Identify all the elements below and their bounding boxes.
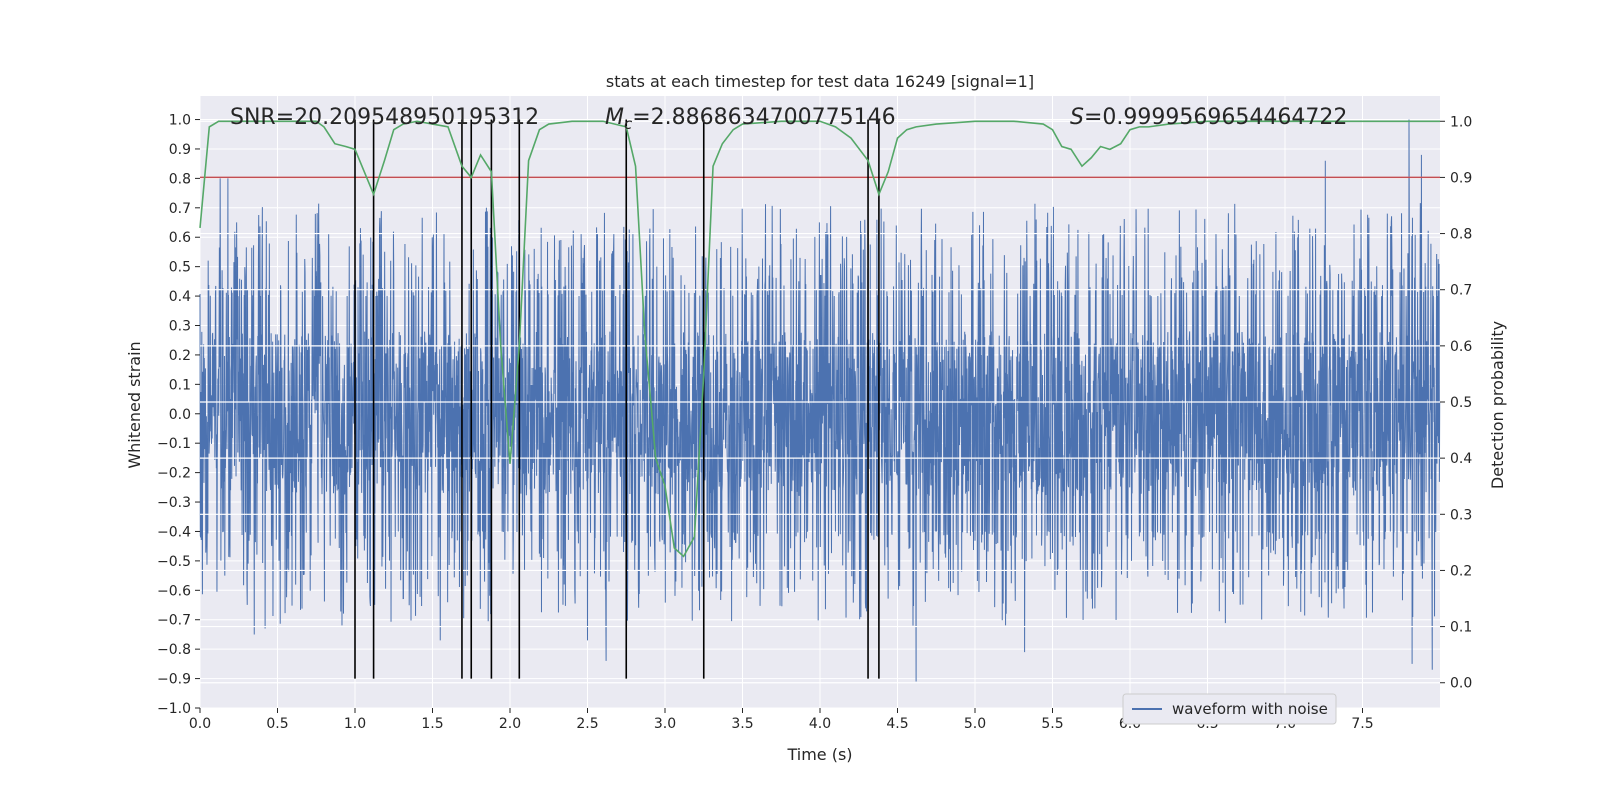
y-tick-label: −0.4 (157, 524, 191, 540)
y-tick-label: 0.4 (169, 289, 191, 305)
x-tick-label: 1.0 (344, 716, 366, 732)
legend: waveform with noise (1122, 693, 1337, 725)
y-tick-label: −0.3 (157, 495, 191, 511)
y-tick-label: 0.6 (169, 230, 191, 246)
x-tick-label: 3.0 (654, 716, 676, 732)
y2-tick-label: 0.3 (1450, 507, 1472, 523)
y-tick-label: −0.9 (157, 672, 191, 688)
x-tick-label: 5.0 (964, 716, 986, 732)
probability-line (199, 120, 1440, 558)
x-tick-label: 0.5 (266, 716, 288, 732)
s-symbol: S (1070, 105, 1084, 130)
y-tick-label: −0.2 (157, 466, 191, 482)
y-tick-label: 0.1 (169, 377, 191, 393)
chirp-mass-value: =2.8868634700775146 (632, 105, 895, 130)
y-tick-label: −0.8 (157, 642, 191, 658)
chirp-mass-annotation: Mc=2.8868634700775146 (605, 105, 896, 133)
y-tick-label: 0.3 (169, 319, 191, 335)
strain-line (199, 119, 1441, 682)
x-tick-label: 1.5 (421, 716, 443, 732)
y-tick-label: −0.5 (157, 554, 191, 570)
y-tick-label: 0.9 (169, 142, 191, 158)
y-tick-label: −0.6 (157, 583, 191, 599)
y2-tick-label: 0.8 (1450, 227, 1472, 243)
y-tick-label: −0.7 (157, 613, 191, 629)
chirp-mass-symbol: M (605, 105, 624, 130)
y2-tick-label: 0.6 (1450, 339, 1472, 355)
y-tick-label: 0.0 (169, 407, 191, 423)
y2-axis: 1.0 0.9 0.8 0.7 0.6 0.5 0.4 0.3 0.2 0.1 0.0 (1440, 114, 1472, 692)
x-tick-label: 3.5 (731, 716, 753, 732)
x-tick-label: 0.0 (189, 716, 211, 732)
y-tick-label: 0.5 (169, 260, 191, 276)
strain-series (199, 119, 1441, 682)
x-axis-label: Time (s) (786, 745, 852, 764)
y-tick-label: 1.0 (169, 113, 191, 129)
y-tick-label: −1.0 (157, 701, 191, 717)
y2-axis-label: Detection probability (1488, 321, 1507, 489)
y-tick-label: 0.8 (169, 171, 191, 187)
s-value: =0.9999569654464722 (1084, 105, 1347, 130)
chart-title: stats at each timestep for test data 162… (606, 72, 1034, 91)
y2-tick-label: 0.2 (1450, 563, 1472, 579)
snr-annotation: SNR=20.209548950195312 (230, 105, 539, 130)
y-axis: 1.0 0.9 0.8 0.7 0.6 0.5 0.4 0.3 0.2 0.1 0.0 −0.1 −0.… (157, 113, 200, 717)
y-tick-label: 0.2 (169, 348, 191, 364)
y2-tick-label: 0.0 (1450, 676, 1472, 692)
chirp-mass-subscript: c (624, 115, 633, 133)
x-tick-label: 4.0 (809, 716, 831, 732)
y2-tick-label: 0.5 (1450, 395, 1472, 411)
x-tick-label: 4.5 (886, 716, 908, 732)
y-tick-label: 0.7 (169, 201, 191, 217)
x-tick-label: 2.0 (499, 716, 521, 732)
x-tick-label: 5.5 (1041, 716, 1063, 732)
y2-tick-label: 0.9 (1450, 170, 1472, 186)
y-axis-label: Whitened strain (125, 341, 144, 468)
y2-grid (200, 120, 1440, 684)
y2-tick-label: 0.4 (1450, 451, 1472, 467)
legend-entry: waveform with noise (1172, 700, 1328, 718)
vertical-lines (354, 119, 880, 679)
y2-tick-label: 1.0 (1450, 114, 1472, 130)
legend-box (1122, 693, 1337, 725)
x-tick-label: 7.5 (1351, 716, 1373, 732)
s-annotation: S=0.9999569654464722 (1070, 105, 1347, 130)
y2-tick-label: 0.1 (1450, 620, 1472, 636)
x-tick-label: 2.5 (576, 716, 598, 732)
y2-tick-label: 0.7 (1450, 283, 1472, 299)
y-tick-label: −0.1 (157, 436, 191, 452)
